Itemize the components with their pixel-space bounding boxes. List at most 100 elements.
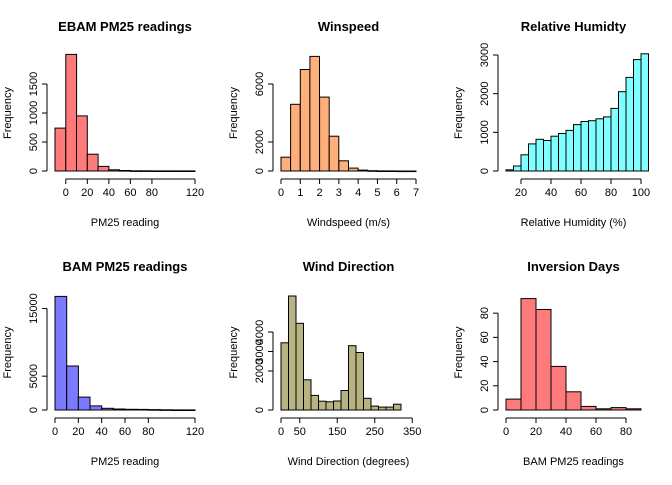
histogram-bar — [588, 120, 597, 172]
x-tick-label: 0 — [503, 426, 509, 438]
histogram-bar — [124, 408, 138, 411]
histogram-bar — [54, 295, 68, 411]
histogram-bar — [182, 409, 196, 411]
histogram-bar — [280, 342, 289, 411]
histogram-bar — [108, 169, 121, 172]
panel-title: EBAM PM25 readings — [58, 19, 192, 34]
histogram-bar — [603, 116, 612, 172]
histogram-bar — [535, 309, 552, 411]
histogram-bar — [348, 345, 357, 411]
histogram-bar — [318, 400, 327, 411]
histogram-panel-1: 0 20 40 60 80 120 0 500 1000 1500 EBAM PM25 readin… — [2, 19, 204, 229]
y-tick-label: 15000 — [28, 293, 40, 324]
x-tick-label: 5 — [374, 187, 380, 199]
y-tick-label: 4000 — [254, 320, 266, 344]
histogram-bar — [319, 96, 330, 172]
histogram-bar — [363, 397, 372, 411]
x-axis-label: Relative Humidity (%) — [521, 217, 627, 229]
y-tick-label: 1000 — [28, 101, 40, 125]
histogram-bar — [580, 405, 597, 411]
x-tick-label: 2 — [317, 187, 323, 199]
x-tick-label: 6 — [394, 187, 400, 199]
histogram-bar — [54, 127, 67, 172]
x-tick-label: 150 — [328, 426, 346, 438]
histogram-bar — [535, 138, 544, 172]
histogram-bar — [528, 143, 537, 172]
y-tick-label: 2000 — [479, 81, 491, 105]
histogram-bar — [89, 405, 103, 411]
x-tick-label: 120 — [186, 187, 204, 199]
histogram-bar — [129, 170, 142, 172]
histogram-bar — [299, 69, 311, 172]
histogram-bar — [183, 170, 196, 172]
x-axis-label: Wind Direction (degrees) — [288, 456, 410, 468]
histogram-bar — [136, 408, 149, 411]
histogram-bar — [396, 170, 407, 173]
histogram-bar — [173, 170, 185, 172]
histogram-bar — [328, 135, 340, 172]
histogram-bar — [310, 394, 319, 411]
x-tick-label: 80 — [620, 426, 632, 438]
y-tick-label: 2000 — [254, 359, 266, 383]
panel-title: Relative Humidty — [521, 19, 627, 34]
x-tick-label: 60 — [590, 426, 602, 438]
y-tick-label: 2000 — [254, 130, 266, 154]
histogram-bar — [505, 398, 522, 411]
histogram-bar — [77, 396, 91, 411]
x-tick-label: 60 — [575, 187, 587, 199]
y-tick-label: 3000 — [254, 339, 266, 363]
histogram-bar — [595, 408, 612, 411]
histogram-bar — [159, 409, 173, 411]
x-tick-label: 40 — [545, 187, 557, 199]
y-tick-label: 60 — [479, 331, 491, 343]
x-tick-label: 60 — [124, 187, 136, 199]
y-tick-label: 1000 — [479, 120, 491, 144]
histogram-bar — [625, 408, 642, 411]
histogram-bar — [290, 103, 301, 172]
histogram-bar — [280, 156, 292, 172]
x-tick-label: 100 — [632, 187, 650, 199]
x-axis-label: PM25 reading — [91, 217, 160, 229]
histogram-bar — [565, 391, 582, 411]
histogram-bar — [162, 170, 174, 172]
histogram-bar — [309, 55, 320, 172]
histogram-bar — [618, 91, 627, 172]
y-axis-label: Frequency — [228, 87, 240, 139]
histogram-bar — [580, 121, 589, 172]
histogram-bar — [357, 169, 369, 172]
histogram-bar — [288, 295, 297, 411]
x-tick-label: 120 — [186, 426, 204, 438]
y-tick-label: 0 — [254, 168, 266, 174]
histogram-bar — [101, 407, 114, 411]
histogram-panel-4: 0 20 40 60 80 120 0 5000 15000 BAM PM25 readings P… — [2, 259, 204, 468]
histogram-bar — [325, 401, 334, 411]
x-tick-label: 350 — [403, 426, 421, 438]
histogram-bar — [405, 170, 417, 173]
y-tick-label: 80 — [479, 307, 491, 319]
histogram-bar — [625, 76, 634, 172]
y-tick-label: 5000 — [28, 364, 40, 388]
histogram-bar — [376, 170, 388, 172]
y-tick-label: 20 — [479, 380, 491, 392]
y-tick-label: 500 — [28, 133, 40, 151]
histogram-bar — [520, 154, 529, 172]
panel-title: Wind Direction — [303, 259, 395, 274]
x-tick-label: 7 — [413, 187, 419, 199]
y-tick-label: 0 — [254, 407, 266, 413]
x-tick-label: 80 — [146, 187, 158, 199]
x-tick-label: 0 — [278, 187, 284, 199]
x-tick-label: 20 — [515, 187, 527, 199]
histogram-bar — [171, 409, 184, 411]
histogram-bar — [367, 170, 378, 172]
histogram-bar — [640, 53, 649, 172]
histogram-bar — [76, 115, 88, 172]
y-tick-label: 1500 — [28, 72, 40, 96]
histogram-bar — [147, 409, 161, 411]
x-tick-label: 3 — [336, 187, 342, 199]
y-tick-label: 40 — [479, 355, 491, 367]
histogram-bar — [65, 53, 78, 172]
histogram-bar — [333, 400, 342, 411]
histogram-bar — [633, 59, 642, 172]
x-tick-label: 250 — [366, 426, 384, 438]
